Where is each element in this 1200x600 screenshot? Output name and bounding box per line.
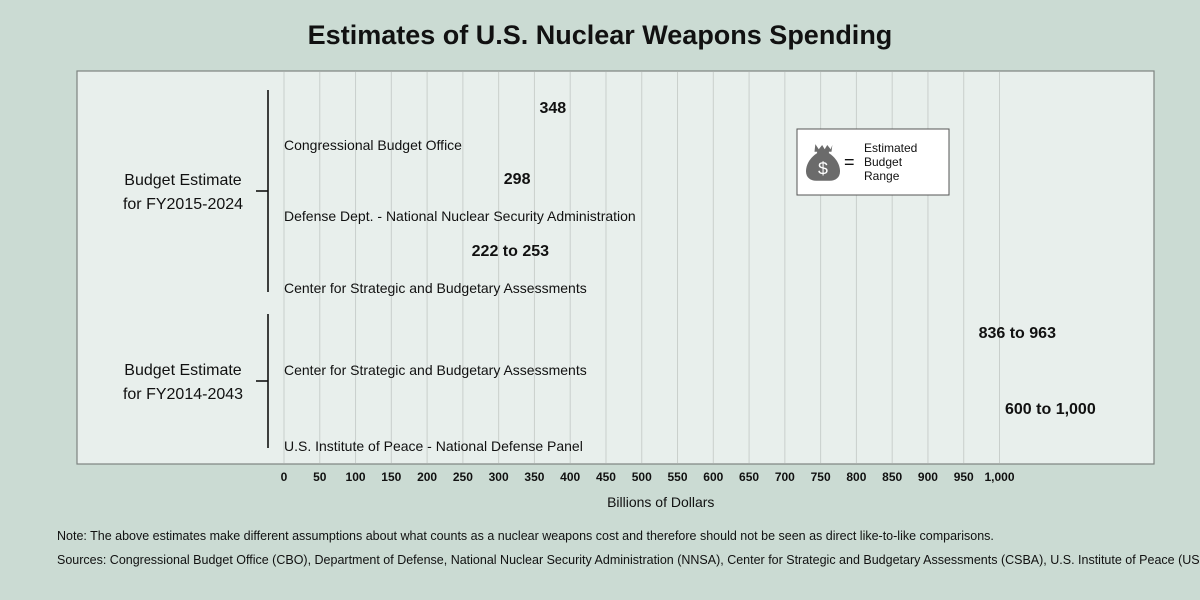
x-tick-label: 550	[668, 470, 688, 484]
legend-label: Estimated	[864, 141, 917, 155]
x-tick-label: 650	[739, 470, 759, 484]
bar-value-label: 348	[539, 100, 566, 117]
x-tick-label: 150	[381, 470, 401, 484]
bar-value-label: 600 to 1,000	[1005, 401, 1096, 418]
x-tick-label: 500	[632, 470, 652, 484]
group-label: Budget Estimate	[124, 362, 242, 379]
x-axis-label: Billions of Dollars	[607, 494, 714, 510]
x-tick-label: 900	[918, 470, 938, 484]
bar-source-label: Center for Strategic and Budgetary Asses…	[284, 362, 587, 378]
bar-source-label: U.S. Institute of Peace - National Defen…	[284, 438, 583, 454]
x-tick-label: 300	[489, 470, 509, 484]
group-label: for FY2015-2024	[123, 196, 243, 213]
x-tick-label: 1,000	[984, 470, 1014, 484]
x-tick-label: 350	[524, 470, 544, 484]
gridlines	[283, 72, 1000, 463]
bar-value-label: 836 to 963	[979, 325, 1056, 342]
x-tick-label: 250	[453, 470, 473, 484]
x-tick-label: 800	[846, 470, 866, 484]
legend-equals: =	[844, 152, 855, 172]
x-tick-label: 750	[811, 470, 831, 484]
bar-source-label: Center for Strategic and Budgetary Asses…	[284, 280, 587, 296]
bar-value-label: 222 to 253	[472, 243, 549, 260]
legend-label: Range	[864, 169, 900, 183]
x-tick-label: 200	[417, 470, 437, 484]
bar-value-label: 298	[504, 171, 531, 188]
x-tick-label: 600	[703, 470, 723, 484]
group-label: Budget Estimate	[124, 172, 242, 189]
x-tick-label: 700	[775, 470, 795, 484]
footnote-sources: Sources: Congressional Budget Office (CB…	[57, 553, 1200, 567]
footnote-note: Note: The above estimates make different…	[57, 529, 994, 543]
bar-source-label: Defense Dept. - National Nuclear Securit…	[284, 208, 636, 224]
x-tick-label: 100	[346, 470, 366, 484]
x-tick-label: 850	[882, 470, 902, 484]
legend-label: Budget	[864, 155, 903, 169]
x-tick-label: 950	[954, 470, 974, 484]
group-label: for FY2014-2043	[123, 386, 243, 403]
chart-title: Estimates of U.S. Nuclear Weapons Spendi…	[307, 20, 893, 50]
x-tick-label: 400	[560, 470, 580, 484]
x-tick-label: 50	[313, 470, 327, 484]
plot-area	[76, 70, 1155, 465]
x-tick-label: 0	[281, 470, 288, 484]
bar-source-label: Congressional Budget Office	[284, 137, 462, 153]
x-tick-label: 450	[596, 470, 616, 484]
